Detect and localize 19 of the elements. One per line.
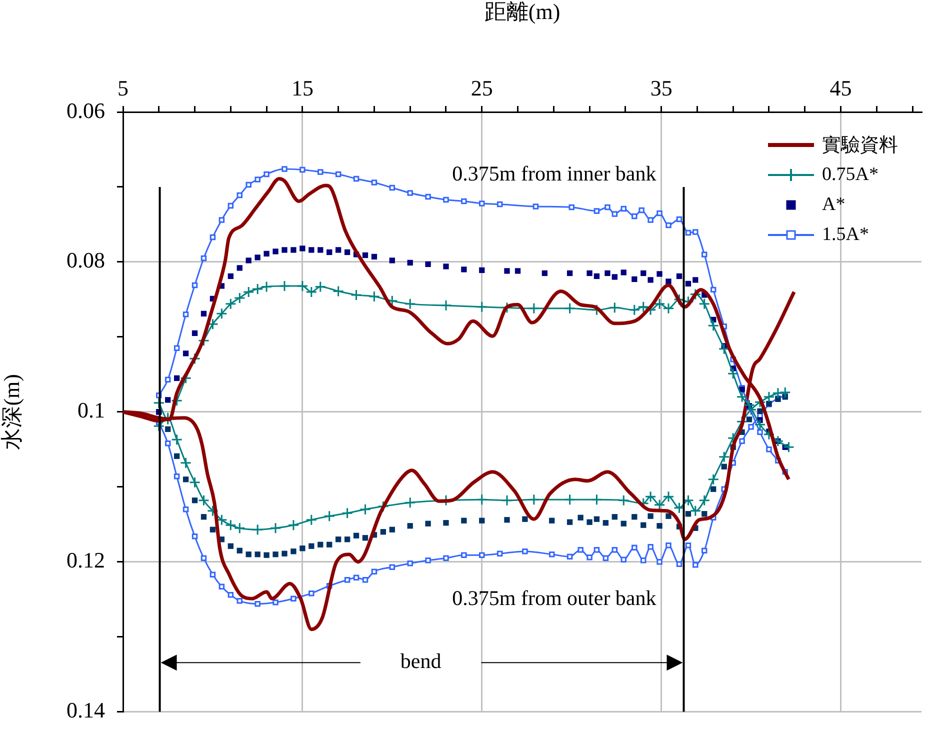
y-axis-title: 水深(m) bbox=[0, 374, 24, 450]
annotation: 0.375m from inner bank bbox=[452, 161, 657, 186]
x-tick-label: 5 bbox=[118, 76, 128, 101]
x-tick-label: 25 bbox=[470, 76, 493, 101]
annotation: bend bbox=[400, 649, 442, 674]
annotation: 0.375m from outer bank bbox=[452, 586, 657, 610]
legend-label: 0.75A* bbox=[822, 164, 878, 186]
x-axis-title: 距離(m) bbox=[484, 0, 560, 24]
y-tick-label: 0.06 bbox=[66, 98, 105, 123]
y-tick-label: 0.14 bbox=[66, 698, 105, 723]
x-tick-label: 15 bbox=[291, 76, 314, 101]
legend-label: 1.5A* bbox=[822, 224, 869, 246]
y-tick-label: 0.12 bbox=[66, 548, 105, 573]
x-tick-label: 45 bbox=[830, 76, 852, 101]
legend-label: A* bbox=[822, 194, 846, 216]
x-tick-label: 35 bbox=[650, 76, 672, 101]
y-tick-label: 0.1 bbox=[78, 398, 105, 423]
legend-label: 實驗資料 bbox=[822, 134, 898, 158]
y-tick-label: 0.08 bbox=[66, 248, 105, 273]
